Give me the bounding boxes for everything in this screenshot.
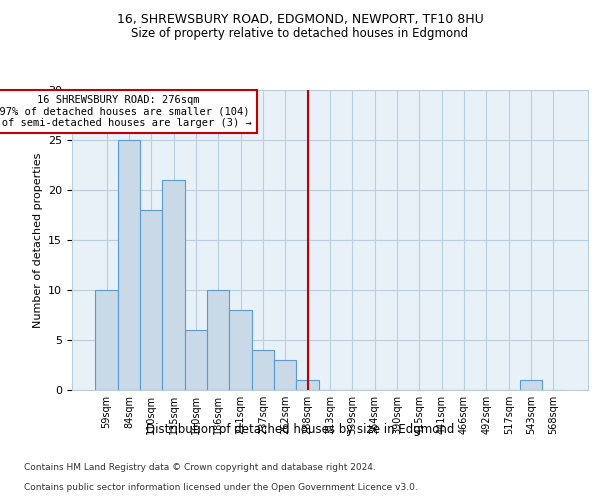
Text: Contains HM Land Registry data © Crown copyright and database right 2024.: Contains HM Land Registry data © Crown c… — [24, 464, 376, 472]
Bar — [140, 210, 163, 390]
Y-axis label: Number of detached properties: Number of detached properties — [32, 152, 43, 328]
Bar — [520, 380, 542, 390]
Text: 16, SHREWSBURY ROAD, EDGMOND, NEWPORT, TF10 8HU: 16, SHREWSBURY ROAD, EDGMOND, NEWPORT, T… — [116, 12, 484, 26]
Text: Contains public sector information licensed under the Open Government Licence v3: Contains public sector information licen… — [24, 484, 418, 492]
Bar — [163, 180, 185, 390]
Bar — [229, 310, 252, 390]
Bar — [296, 380, 319, 390]
Bar — [95, 290, 118, 390]
Text: 16 SHREWSBURY ROAD: 276sqm
← 97% of detached houses are smaller (104)
3% of semi: 16 SHREWSBURY ROAD: 276sqm ← 97% of deta… — [0, 95, 252, 128]
Bar — [207, 290, 229, 390]
Bar — [185, 330, 207, 390]
Bar — [274, 360, 296, 390]
Text: Distribution of detached houses by size in Edgmond: Distribution of detached houses by size … — [146, 422, 454, 436]
Bar — [118, 140, 140, 390]
Bar — [252, 350, 274, 390]
Text: Size of property relative to detached houses in Edgmond: Size of property relative to detached ho… — [131, 28, 469, 40]
